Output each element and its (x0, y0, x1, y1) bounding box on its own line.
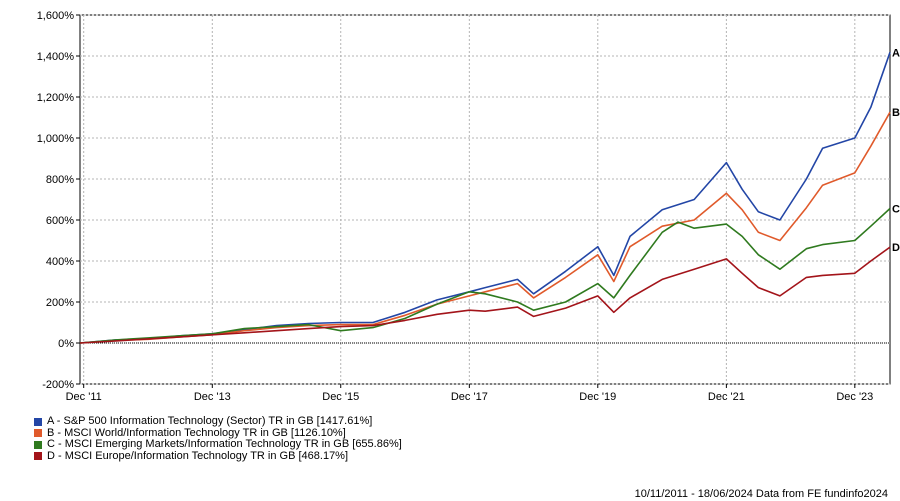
legend-label: D - MSCI Europe/Information Technology T… (47, 449, 349, 462)
y-tick-label: 800% (46, 174, 74, 186)
y-tick-label: 1,000% (37, 133, 75, 145)
x-tick-label: Dec '13 (194, 391, 231, 403)
series-line-a (79, 52, 891, 344)
x-tick-label: Dec '11 (66, 391, 102, 403)
legend-swatch (34, 440, 42, 449)
legend-label: C - MSCI Emerging Markets/Information Te… (47, 438, 402, 450)
legend-item-b: B - MSCI World/Information Technology TR… (34, 426, 402, 440)
legend: A - S&P 500 Information Technology (Sect… (34, 415, 402, 463)
series-end-label-c: C (892, 204, 900, 216)
series-line-c (79, 207, 891, 344)
x-tick-label: Dec '21 (708, 391, 745, 403)
y-tick-label: 1,200% (37, 92, 75, 104)
legend-label: B - MSCI World/Information Technology TR… (47, 426, 346, 439)
x-tick-label: Dec '15 (322, 391, 359, 403)
x-tick-label: Dec '19 (579, 391, 616, 403)
y-tick-label: 1,400% (37, 51, 75, 63)
legend-item-c: C - MSCI Emerging Markets/Information Te… (34, 438, 402, 451)
line-chart: -200% 0% 200% 400% 600% 800% 1,000% 1,200% 1,400… (37, 10, 900, 403)
legend-swatch (34, 429, 42, 438)
series-end-label-d: D (892, 242, 900, 254)
series-end-label-a: A (892, 47, 900, 59)
legend-label: A - S&P 500 Information Technology (Sect… (47, 415, 373, 427)
series-end-label-b: B (892, 107, 900, 119)
y-tick-label: 600% (46, 215, 74, 227)
plot-area (79, 14, 891, 385)
y-axis: -200% 0% 200% 400% 600% 800% 1,000% 1,200% 1,400… (37, 10, 80, 391)
x-tick-label: Dec '23 (836, 391, 873, 403)
y-tick-label: 200% (46, 297, 74, 309)
legend-item-d: D - MSCI Europe/Information Technology T… (34, 449, 402, 463)
series-line-b (79, 111, 891, 344)
legend-swatch (34, 452, 42, 461)
date-range-source: 10/11/2011 - 18/06/2024 Data from FE fun… (634, 488, 888, 500)
y-tick-label: 400% (46, 256, 74, 268)
legend-item-a: A - S&P 500 Information Technology (Sect… (34, 415, 402, 428)
x-axis: Dec '11 Dec '13 Dec '15 Dec '17 Dec '19 Dec '… (66, 384, 873, 403)
y-tick-label: 1,600% (37, 10, 75, 22)
y-tick-label: -200% (42, 379, 74, 391)
series-end-labels: A B C D (892, 47, 900, 254)
legend-swatch (34, 417, 42, 426)
series-lines (79, 52, 891, 344)
x-tick-label: Dec '17 (451, 391, 488, 403)
grid-lines (80, 14, 890, 385)
y-tick-label: 0% (58, 338, 74, 350)
series-line-d (79, 246, 891, 344)
